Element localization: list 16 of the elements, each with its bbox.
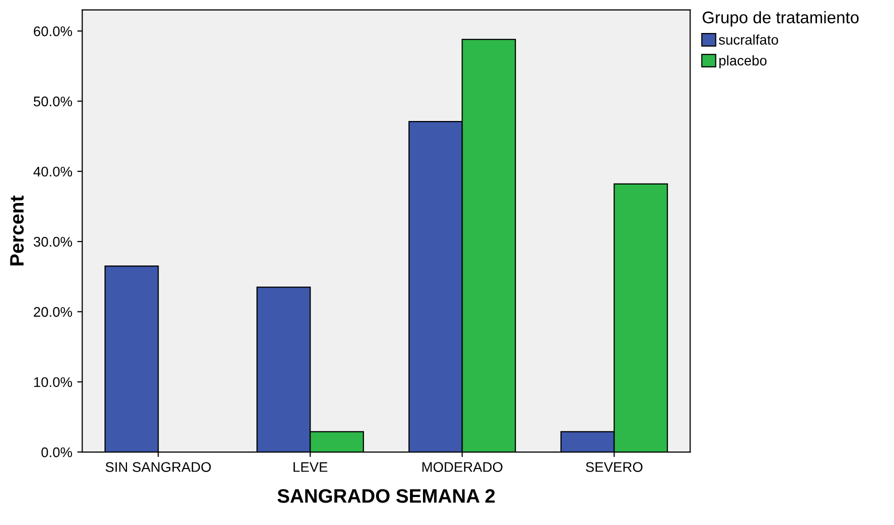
y-tick-label: 50.0% [34,96,72,106]
y-tick-label: 10.0% [34,377,72,388]
y-tick-label: 60.0% [34,26,72,36]
legend-title: Grupo de tratamiento [702,11,859,27]
x-tick-label: LEVE [294,462,328,472]
legend-label: placebo [719,55,767,68]
x-tick-label: SIN SANGRADO [106,462,211,472]
x-tick-label: SEVERO [586,462,642,472]
y-tick-label: 0.0% [41,447,72,458]
x-tick-label: MODERADO [422,462,502,472]
x-axis-title: SANGRADO SEMANA 2 [277,489,495,503]
legend-label: sucralfato [718,34,778,45]
y-axis-title: Percent [10,196,24,266]
y-tick-label: 30.0% [34,236,72,247]
y-tick-label: 20.0% [34,307,72,317]
y-tick-label: 40.0% [33,166,72,177]
